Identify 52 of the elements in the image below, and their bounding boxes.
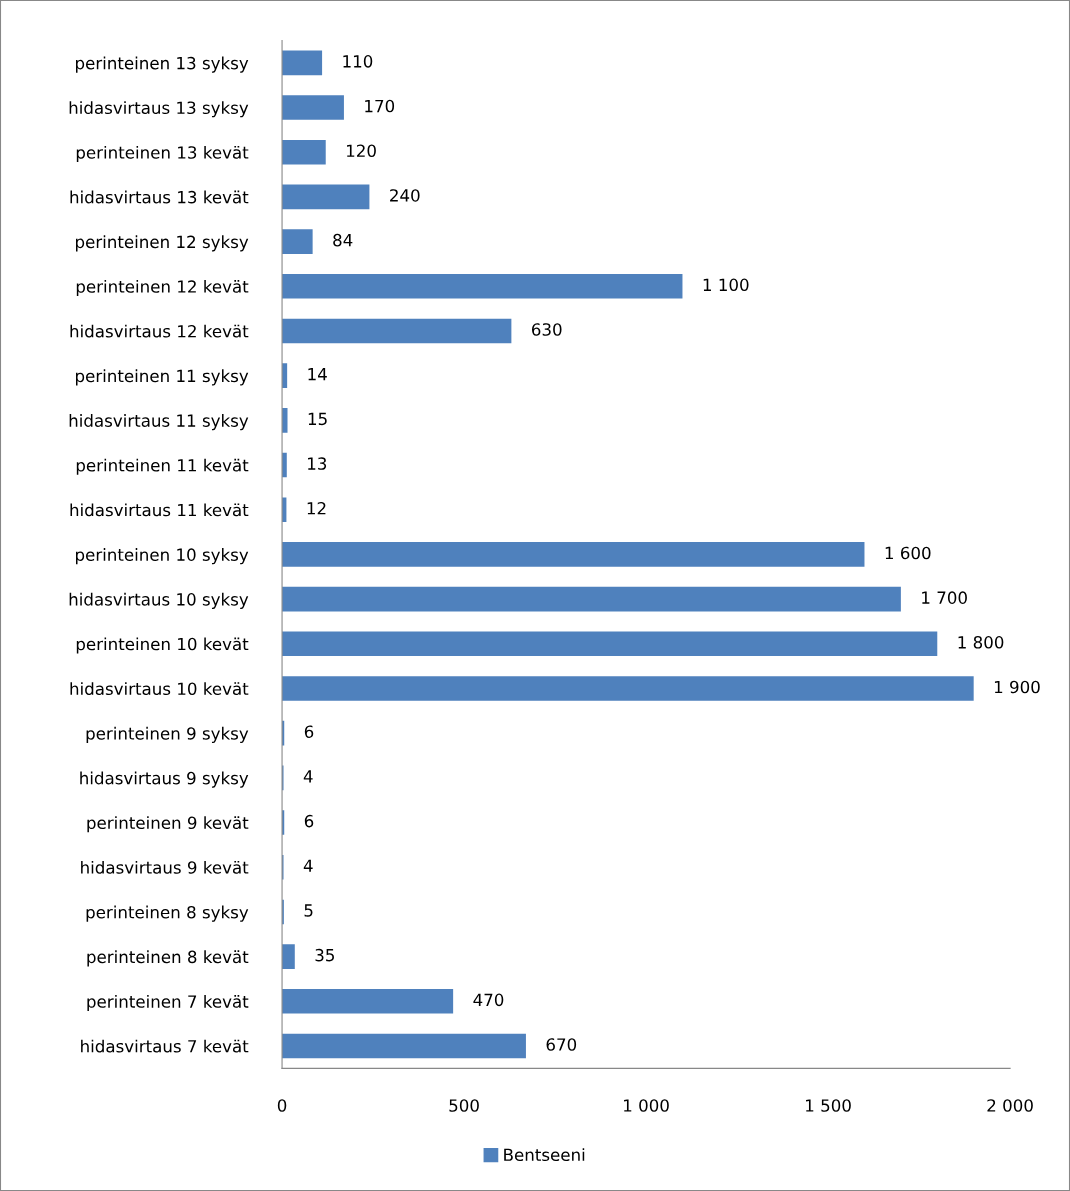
y-tick-label: hidasvirtaus 7 kevät <box>81 1039 249 1053</box>
y-tick-label: hidasvirtaus 9 kevät <box>81 860 249 874</box>
data-label: 1 900 <box>994 680 1040 694</box>
data-label: 1 800 <box>958 636 1004 649</box>
y-tick-label: perinteinen 9 kevät <box>87 816 249 833</box>
y-tick-label: hidasvirtaus 11 kevät <box>70 503 249 517</box>
y-tick-label: hidasvirtaus 13 kevät <box>70 190 249 204</box>
data-label: 120 <box>347 144 376 158</box>
y-tick-label: perinteinen 8 syksy <box>86 905 249 922</box>
y-tick-label: hidasvirtaus 12 kevät <box>70 324 249 338</box>
y-tick-label: perinteinen 11 kevät <box>76 458 249 475</box>
y-tick-label: hidasvirtaus 10 syksy <box>69 592 249 609</box>
y-tick-label: perinteinen 12 kevät <box>76 279 249 297</box>
y-tick-label: perinteinen 13 syksy <box>76 56 249 73</box>
legend-label: Bentseeni <box>504 1148 585 1162</box>
data-label: 4 <box>303 859 313 872</box>
x-tick-label: 1 500 <box>806 1099 851 1112</box>
y-tick-label: hidasvirtaus 10 kevät <box>70 682 249 696</box>
data-label: 670 <box>546 1038 577 1051</box>
y-tick-label: perinteinen 13 kevät <box>76 145 249 163</box>
x-tick-label: 1 000 <box>624 1099 669 1112</box>
y-tick-label: hidasvirtaus 13 syksy <box>69 101 249 118</box>
data-label: 5 <box>304 904 313 917</box>
y-tick-label: perinteinen 10 kevät <box>76 637 249 654</box>
data-label: 1 700 <box>922 591 967 604</box>
data-label: 14 <box>308 368 327 381</box>
data-label: 12 <box>307 501 326 515</box>
y-tick-label: perinteinen 8 kevät <box>87 950 249 967</box>
y-tick-label: hidasvirtaus 9 syksy <box>80 771 249 788</box>
data-label: 4 <box>303 770 313 783</box>
data-label: 240 <box>390 189 420 202</box>
x-tick-label: 500 <box>449 1099 479 1112</box>
x-tick-label: 0 <box>277 1099 287 1112</box>
y-tick-label: hidasvirtaus 11 syksy <box>69 414 249 431</box>
data-label: 84 <box>333 233 353 247</box>
data-label: 6 <box>304 814 314 828</box>
data-label: 1 600 <box>885 546 931 560</box>
x-tick-label: 2 000 <box>987 1099 1033 1112</box>
data-label: 630 <box>531 323 562 336</box>
y-tick-label: perinteinen 7 kevät <box>87 994 249 1012</box>
data-label: 470 <box>473 993 504 1007</box>
y-tick-label: perinteinen 9 syksy <box>86 726 249 743</box>
data-label: 35 <box>315 948 334 962</box>
data-label: 170 <box>365 99 395 113</box>
y-tick-label: perinteinen 11 syksy <box>76 369 249 386</box>
data-label: 110 <box>343 55 373 68</box>
data-label: 1 100 <box>703 278 749 292</box>
data-label: 6 <box>304 725 314 738</box>
data-label: 15 <box>308 412 327 426</box>
data-label: 13 <box>308 457 327 470</box>
y-tick-label: perinteinen 10 syksy <box>76 548 249 565</box>
y-tick-label: perinteinen 12 syksy <box>76 235 249 252</box>
